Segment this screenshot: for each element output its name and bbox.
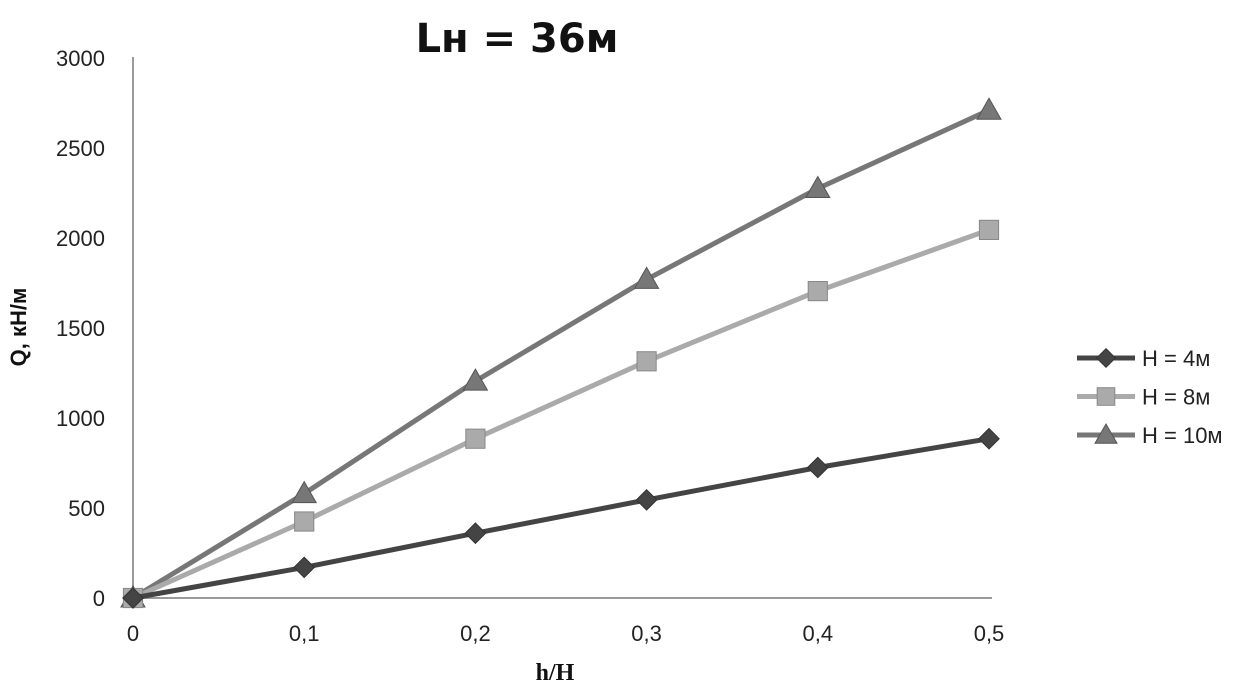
y-tick-label: 3000: [56, 46, 105, 71]
y-tick-label: 2000: [56, 226, 105, 251]
x-tick-label: 0,5: [974, 621, 1005, 646]
data-point-marker: [804, 175, 831, 198]
y-tick-labels: 0 500 1000 1500 2000 2500 3000: [56, 46, 105, 611]
x-tick-label: 0: [127, 621, 139, 646]
data-point-marker: [635, 488, 658, 511]
series-layer: [120, 97, 1002, 609]
series-3: [120, 97, 1002, 608]
x-tick-label: 0,1: [289, 621, 320, 646]
legend: H = 4м H = 8м H = 10м: [1077, 346, 1223, 448]
legend-label: H = 8м: [1142, 385, 1210, 410]
series-line: [131, 227, 990, 601]
x-tick-label: 0,2: [460, 621, 491, 646]
x-tick-label: 0,4: [803, 621, 834, 646]
data-point-marker: [806, 456, 829, 479]
data-point-marker: [633, 266, 660, 289]
y-axis-title: Q, кН/м: [6, 288, 31, 367]
legend-label: H = 10м: [1142, 423, 1223, 448]
chart-title: Lн = 36м: [416, 16, 619, 62]
y-tick-label: 0: [93, 586, 105, 611]
series-1: [122, 427, 1000, 609]
data-point-marker: [122, 587, 144, 609]
legend-marker: [1096, 387, 1116, 406]
data-point-marker: [462, 368, 489, 391]
x-tick-label: 0,3: [631, 621, 662, 646]
legend-item: H = 10м: [1077, 422, 1223, 448]
y-tick-label: 2500: [56, 136, 105, 161]
series-line: [131, 107, 991, 601]
legend-marker: [1094, 422, 1118, 444]
data-point-marker: [978, 427, 1000, 450]
data-point-marker: [293, 556, 316, 579]
legend-item: H = 4м: [1077, 346, 1210, 371]
data-point-marker: [291, 480, 318, 504]
data-point-marker: [636, 351, 657, 372]
data-point-marker: [465, 428, 486, 449]
x-axis-title: h/H: [536, 660, 575, 686]
series-line: [132, 436, 990, 601]
y-tick-label: 1500: [56, 316, 105, 341]
legend-label: H = 4м: [1142, 346, 1210, 371]
data-point-marker: [807, 281, 828, 302]
y-tick-label: 1000: [56, 406, 105, 431]
data-point-marker: [294, 511, 315, 532]
data-point-marker: [976, 97, 1002, 120]
data-point-marker: [464, 522, 487, 545]
legend-item: H = 8м: [1077, 385, 1210, 410]
legend-marker: [1095, 347, 1117, 369]
x-tick-labels: 0 0,1 0,2 0,3 0,4 0,5: [127, 621, 1004, 646]
y-tick-label: 500: [68, 496, 105, 521]
series-2: [122, 219, 1000, 609]
data-point-marker: [978, 219, 1000, 241]
